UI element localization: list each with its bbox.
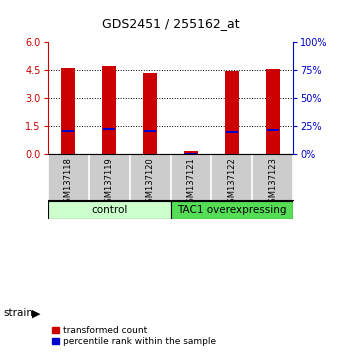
Bar [102,66,116,154]
Text: GSM137121: GSM137121 [187,158,195,209]
Bar [185,153,197,154]
Bar [144,130,156,132]
Text: GSM137120: GSM137120 [146,158,154,209]
FancyBboxPatch shape [170,200,293,219]
Text: GSM137118: GSM137118 [64,158,73,209]
Text: GSM137122: GSM137122 [227,158,236,209]
Text: ▶: ▶ [32,309,41,319]
Bar [61,68,75,154]
Bar [267,129,279,131]
Bar [225,71,239,154]
Text: control: control [91,205,127,215]
Legend: transformed count, percentile rank within the sample: transformed count, percentile rank withi… [52,326,216,346]
Text: strain: strain [3,308,33,318]
Text: GSM137123: GSM137123 [268,158,277,209]
Bar [103,128,115,130]
Bar [143,73,157,154]
Bar [226,131,238,133]
Text: TAC1 overexpressing: TAC1 overexpressing [177,205,287,215]
Bar [184,151,198,154]
Text: GDS2451 / 255162_at: GDS2451 / 255162_at [102,17,239,30]
Text: GSM137119: GSM137119 [105,158,114,209]
Bar [62,130,74,132]
Bar [266,69,280,154]
FancyBboxPatch shape [48,200,170,219]
